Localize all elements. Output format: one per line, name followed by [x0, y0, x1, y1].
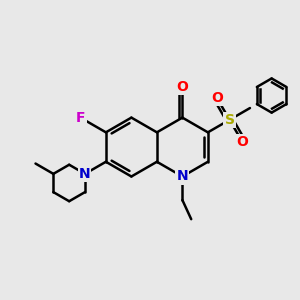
- Text: N: N: [79, 167, 90, 181]
- Text: N: N: [177, 169, 188, 184]
- Text: O: O: [211, 91, 223, 105]
- Text: O: O: [236, 135, 248, 149]
- Text: F: F: [76, 111, 86, 125]
- Text: O: O: [176, 80, 188, 94]
- Text: S: S: [225, 113, 235, 127]
